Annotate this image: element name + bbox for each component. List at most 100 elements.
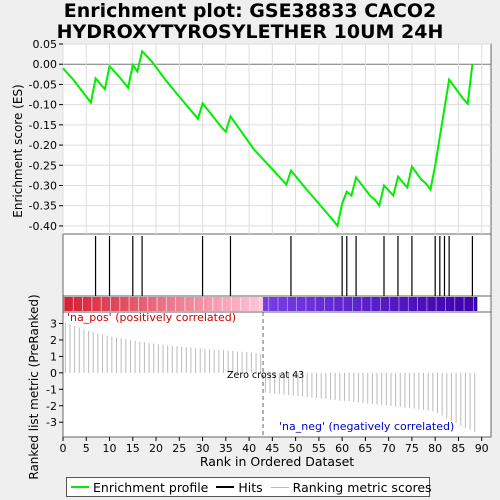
metric-y-tick-label: -1 (46, 383, 57, 396)
x-tick-label: 45 (265, 442, 279, 455)
heatmap-cell (472, 297, 478, 311)
heatmap-cell (467, 297, 473, 311)
heatmap-cell (384, 297, 389, 311)
chart-title: Enrichment plot: GSE38833 CACO2 HYDROXYT… (0, 1, 500, 43)
es-y-tick-label: -0.05 (29, 78, 57, 91)
heatmap-cell (290, 297, 296, 311)
hits-panel-bg (62, 233, 492, 297)
heatmap-cell (342, 297, 348, 311)
heatmap-cell (411, 297, 417, 311)
heatmap-cell (193, 297, 199, 311)
heatmap-cell (216, 297, 222, 311)
x-tick-label: 30 (196, 442, 210, 455)
legend-item-hits: Hits (216, 480, 263, 495)
zero-cross-label: Zero cross at 43 (227, 370, 304, 381)
heatmap-cell (263, 297, 268, 311)
heatmap-cell (239, 297, 245, 311)
heatmap-cell (281, 297, 287, 311)
metric-y-tick-label: 1 (50, 350, 57, 363)
heatmap-cell (356, 297, 362, 311)
heatmap-cell (332, 297, 338, 311)
heatmap-cell (244, 297, 250, 311)
heatmap-cell (202, 297, 208, 311)
heatmap-cell (267, 297, 273, 311)
heatmap-cell (156, 297, 161, 311)
metric-y-label: Ranked list metric (PreRanked) (27, 294, 41, 479)
es-y-tick-label: -0.15 (29, 119, 57, 132)
title-line-2: HYDROXYTYROSYLETHER 10UM 24H (56, 21, 444, 43)
heatmap-cell (318, 297, 324, 311)
x-tick-label: 0 (60, 442, 67, 455)
heatmap-cell (295, 297, 301, 311)
metric-bars (64, 322, 476, 433)
heatmap-cell (151, 297, 157, 311)
x-axis: 0 5 10 15 20 25 30 35 40 45 50 55 60 65 70 75 80 85 90 (60, 437, 489, 455)
metric-y-tick-label: 2 (50, 334, 57, 347)
x-tick-label: 10 (103, 442, 117, 455)
heatmap-cell (109, 297, 115, 311)
heatmap-cell (407, 297, 413, 311)
x-tick-label: 70 (382, 442, 396, 455)
heatmap-cell (253, 297, 259, 311)
enrichment-profile-line (62, 49, 474, 229)
legend-item-metric: Ranking metric scores (270, 479, 432, 495)
hits-markers (94, 236, 473, 296)
heatmap-cell (365, 297, 371, 311)
legend-item-profile: Enrichment profile (71, 480, 208, 495)
heatmap-cell (370, 297, 375, 311)
x-tick-label: 40 (242, 442, 256, 455)
x-tick-label: 80 (428, 442, 442, 455)
heatmap-cell (235, 297, 241, 311)
metric-y-tick-label: 3 (50, 318, 57, 331)
neg-label: 'na_neg' (negatively correlated) (279, 420, 454, 433)
heatmap-cell (63, 297, 68, 311)
es-y-tick-label: -0.20 (29, 139, 57, 152)
heatmap-cell (425, 297, 431, 311)
legend-label-profile: Enrichment profile (93, 479, 209, 495)
x-tick-label: 60 (335, 442, 349, 455)
heatmap-cell (286, 297, 292, 311)
es-y-tick-label: -0.25 (29, 159, 57, 172)
es-y-axis: 0.05 0.00 -0.05 -0.10 -0.15 -0.20 -0.25 -0.30 -0… (29, 38, 63, 233)
x-tick-label: 35 (219, 442, 233, 455)
heatmap-cell (179, 297, 185, 311)
x-tick-label: 5 (83, 442, 90, 455)
heatmap-cell (258, 297, 264, 311)
es-y-tick-label: 0.00 (33, 58, 58, 71)
heatmap-cell (300, 297, 306, 311)
x-tick-label: 90 (475, 442, 489, 455)
heatmap-cell (430, 297, 436, 311)
metric-panel-bg (62, 311, 492, 438)
heatmap-cell (402, 297, 408, 311)
metric-y-axis: 3 2 1 0 -1 -2 -3 (46, 318, 63, 429)
heatmap-cell (272, 297, 278, 311)
metric-y-tick-label: -3 (46, 416, 57, 429)
heatmap-cell (67, 297, 73, 311)
heatmap-cell (160, 297, 166, 311)
heatmap-cell (118, 297, 124, 311)
heatmap-cell (304, 297, 310, 311)
heatmap-cell (165, 297, 171, 311)
legend-label-metric: Ranking metric scores (292, 479, 432, 495)
heatmap-cell (76, 297, 82, 311)
heatmap-cell (146, 297, 152, 311)
heatmap-cell (207, 297, 213, 311)
heatmap-cell (128, 297, 134, 311)
heatmap-cell (100, 297, 106, 311)
es-y-tick-label: -0.35 (29, 200, 57, 213)
heatmap-cell (444, 297, 450, 311)
heatmap-cell (142, 297, 148, 311)
heatmap-cell (104, 297, 110, 311)
heatmap-cell (197, 297, 203, 311)
heatmap-cell (211, 297, 217, 311)
es-y-tick-label: -0.30 (29, 179, 57, 192)
x-tick-label: 75 (405, 442, 419, 455)
heatmap-cell (170, 297, 175, 311)
heatmap-cell (439, 297, 445, 311)
heatmap-cell (90, 297, 96, 311)
heatmap-cell (346, 297, 352, 311)
heatmap-cell (374, 297, 380, 311)
pos-label: 'na_pos' (positively correlated) (67, 311, 236, 324)
legend-swatch-hits (216, 486, 235, 488)
heatmap-cell (416, 297, 422, 311)
